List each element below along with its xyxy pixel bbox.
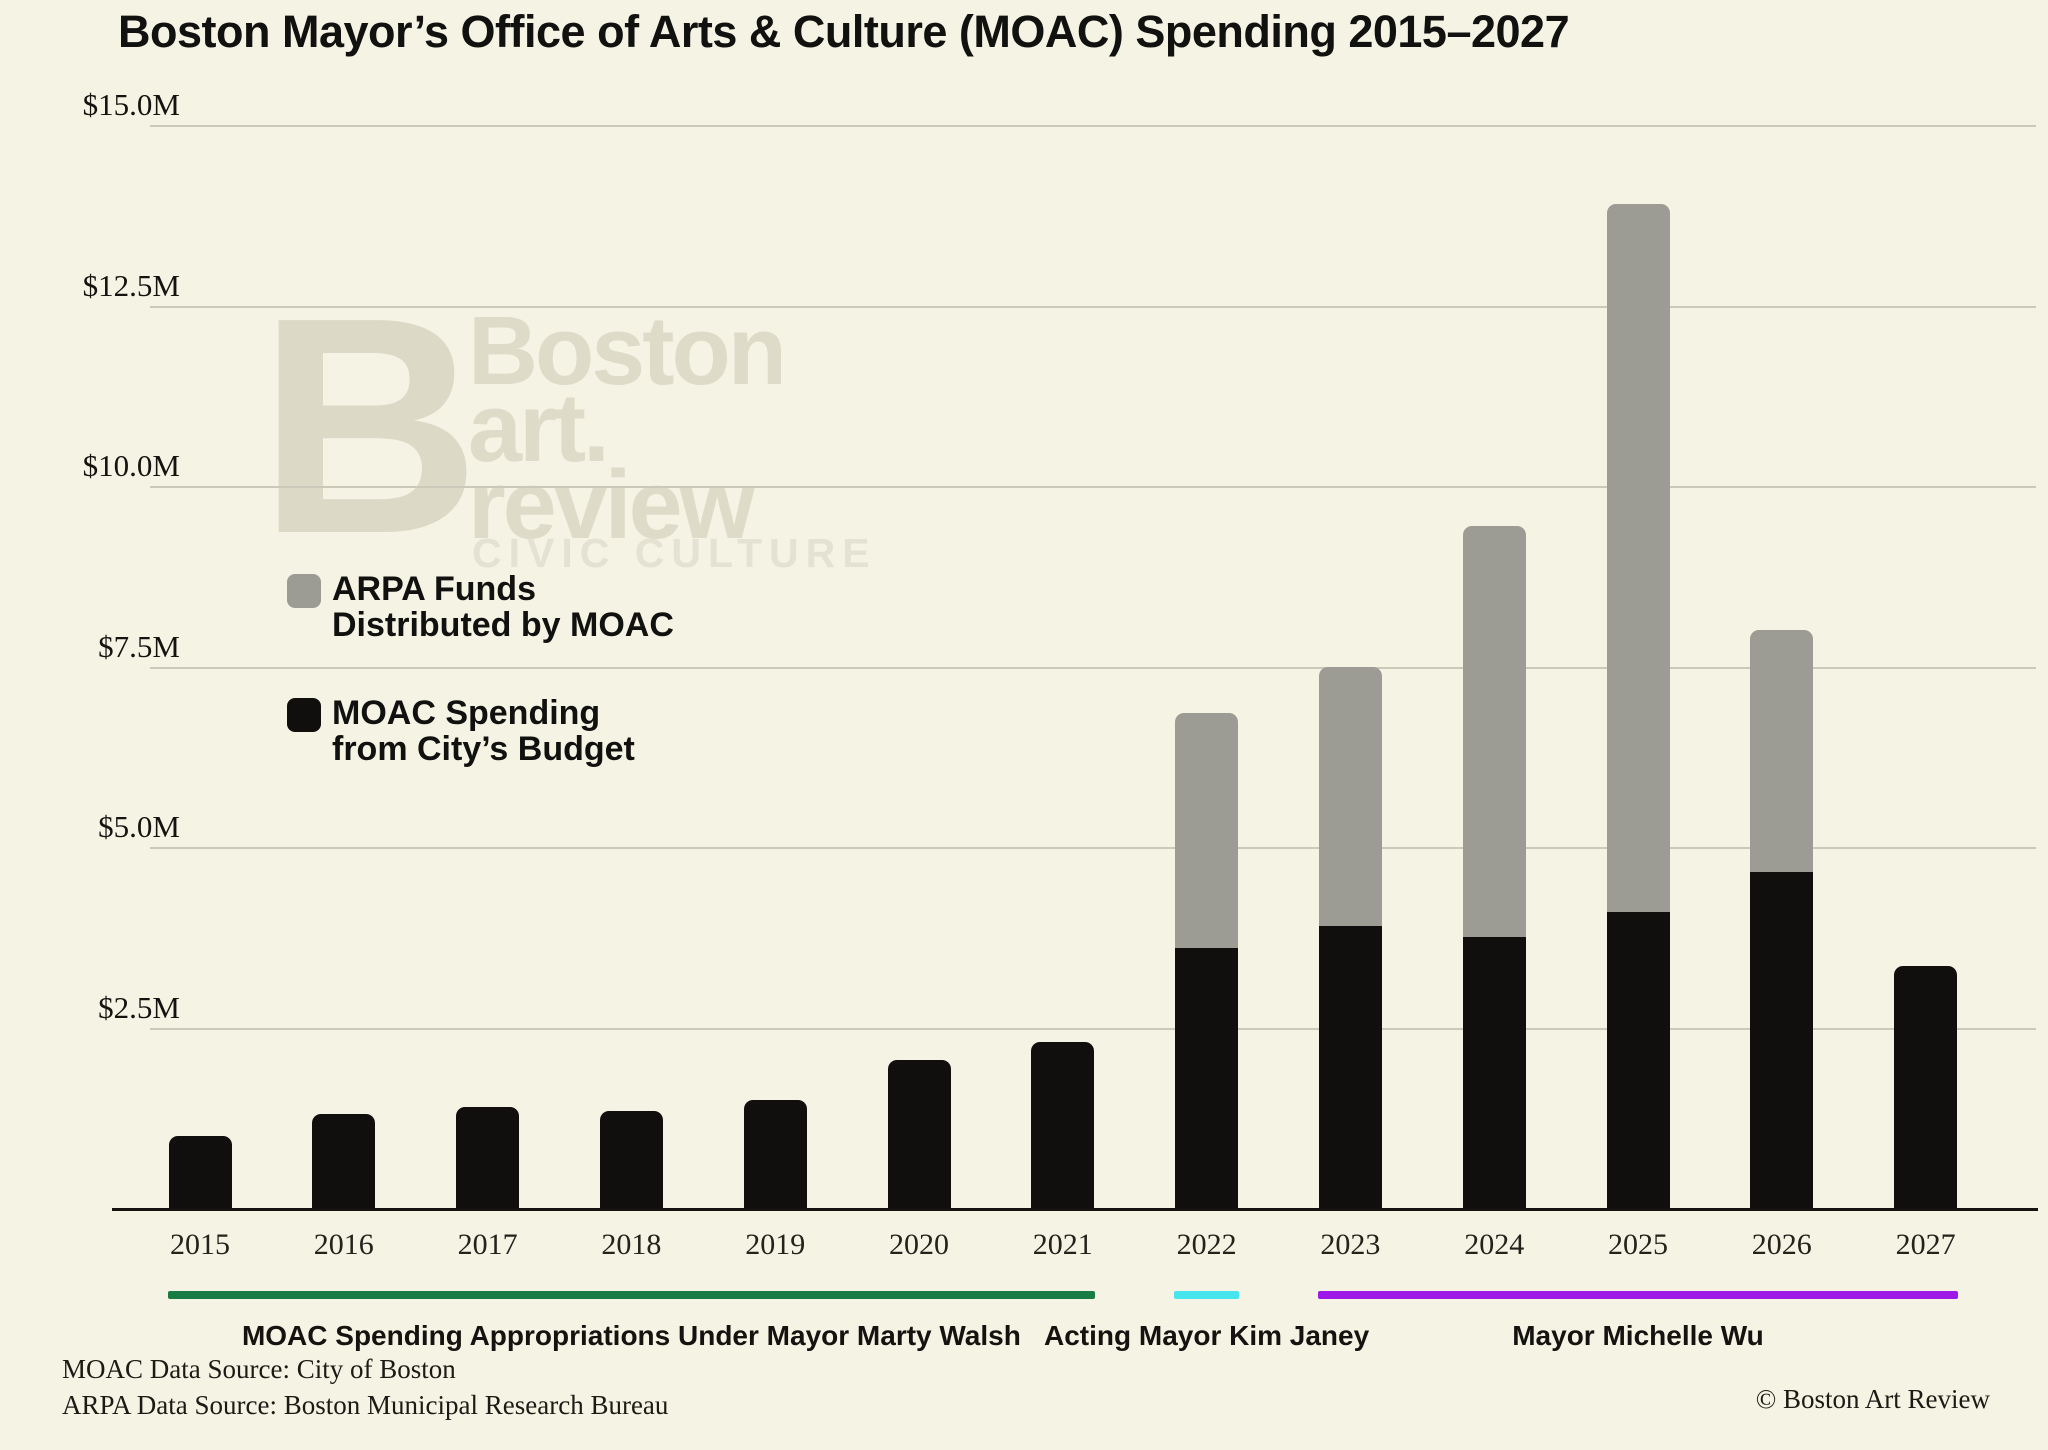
bar-city-2024 bbox=[1462, 937, 1526, 1208]
x-tick-label: 2025 bbox=[1608, 1228, 1668, 1261]
legend-arpa-line1: ARPA Funds bbox=[332, 570, 536, 608]
gridline bbox=[150, 305, 2036, 308]
x-tick-label: 2023 bbox=[1320, 1228, 1381, 1261]
bar-city-2018 bbox=[599, 1110, 663, 1208]
gridline bbox=[150, 666, 2036, 669]
bar-city-2016 bbox=[312, 1114, 376, 1208]
x-tick-label: 2021 bbox=[1032, 1228, 1093, 1261]
gridline bbox=[150, 847, 2036, 849]
source-arpa: ARPA Data Source: Boston Municipal Resea… bbox=[62, 1390, 669, 1420]
term-label-2: Mayor Michelle Wu bbox=[1512, 1320, 1764, 1351]
term-line-0 bbox=[167, 1291, 1096, 1299]
x-tick-label: 2019 bbox=[745, 1228, 806, 1261]
legend-label-arpa: ARPA Funds Distributed by MOAC bbox=[332, 572, 674, 643]
y-tick-label: $2.5M bbox=[98, 989, 180, 1025]
bar-city-2027 bbox=[1894, 966, 1958, 1208]
bar-arpa-2024 bbox=[1462, 525, 1526, 938]
x-tick-label: 2017 bbox=[457, 1228, 518, 1261]
x-tick-label: 2016 bbox=[313, 1228, 374, 1261]
legend-moac-line2: from City’s Budget bbox=[332, 729, 635, 768]
gridline bbox=[150, 486, 2036, 488]
watermark-line-boston: Boston bbox=[468, 296, 787, 405]
legend-moac-line1: MOAC Spending bbox=[332, 694, 601, 732]
watermark-tagline: CIVIC CULTURE bbox=[472, 530, 877, 576]
term-label-1: Acting Mayor Kim Janey bbox=[1043, 1320, 1370, 1351]
bar-city-2019 bbox=[743, 1099, 807, 1208]
chart-title: Boston Mayor’s Office of Arts & Culture … bbox=[118, 6, 1570, 57]
bar-city-2026 bbox=[1750, 872, 1814, 1208]
bar-arpa-2025 bbox=[1606, 204, 1670, 912]
y-tick-label: $10.0M bbox=[82, 448, 180, 483]
bar-city-2020 bbox=[887, 1059, 951, 1208]
y-tick-label: $15.0M bbox=[82, 87, 180, 122]
x-tick-label: 2024 bbox=[1464, 1228, 1525, 1261]
gridline bbox=[150, 1027, 2036, 1030]
y-tick-label: $12.5M bbox=[82, 267, 180, 303]
bar-arpa-2026 bbox=[1750, 630, 1814, 873]
y-tick-label: $5.0M bbox=[98, 809, 180, 844]
bar-city-2023 bbox=[1318, 926, 1382, 1208]
bar-arpa-2023 bbox=[1318, 666, 1382, 927]
x-axis-line bbox=[112, 1208, 2038, 1211]
bar-city-2017 bbox=[456, 1106, 520, 1208]
term-line-1 bbox=[1174, 1291, 1240, 1299]
term-line-2 bbox=[1317, 1291, 1959, 1299]
x-tick-label: 2026 bbox=[1751, 1228, 1812, 1261]
copyright: © Boston Art Review bbox=[1755, 1384, 1990, 1414]
legend-swatch-moac bbox=[287, 698, 321, 732]
legend-label-moac: MOAC Spending from City’s Budget bbox=[332, 696, 635, 767]
bar-arpa-2022 bbox=[1175, 713, 1239, 949]
watermark-logo-b: B bbox=[258, 254, 480, 598]
term-label-0: MOAC Spending Appropriations Under Mayor… bbox=[241, 1320, 1021, 1351]
bar-city-2025 bbox=[1606, 911, 1670, 1208]
x-tick-label: 2020 bbox=[889, 1228, 949, 1261]
watermark-line-review: review bbox=[468, 450, 755, 559]
source-moac: MOAC Data Source: City of Boston bbox=[62, 1354, 456, 1384]
bar-city-2022 bbox=[1175, 948, 1239, 1208]
legend-swatch-arpa bbox=[287, 574, 321, 608]
bar-city-2015 bbox=[168, 1135, 232, 1208]
x-tick-label: 2027 bbox=[1895, 1228, 1956, 1261]
y-tick-label: $7.5M bbox=[98, 628, 180, 664]
legend-arpa-line2: Distributed by MOAC bbox=[332, 605, 674, 644]
watermark-wordmark: Boston art. review bbox=[468, 296, 787, 559]
x-tick-label: 2018 bbox=[601, 1228, 662, 1261]
x-tick-label: 2015 bbox=[170, 1228, 230, 1261]
bar-city-2021 bbox=[1031, 1041, 1095, 1208]
gridline bbox=[150, 125, 2036, 127]
x-tick-label: 2022 bbox=[1176, 1228, 1237, 1261]
